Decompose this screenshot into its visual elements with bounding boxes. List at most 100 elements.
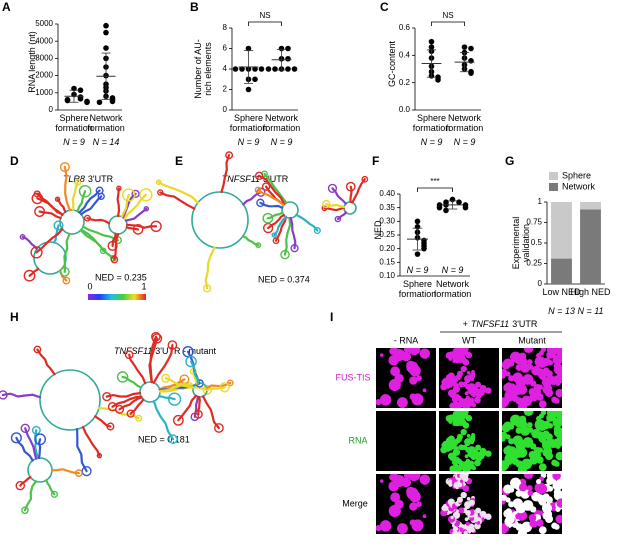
rna-stem	[71, 181, 79, 212]
rna-stem	[37, 438, 42, 460]
droplet	[458, 531, 462, 534]
prefix: +	[463, 319, 468, 329]
n-label: N = 11	[577, 306, 604, 316]
rna-hairpin	[116, 371, 129, 383]
data-point	[77, 96, 84, 102]
rna-stem	[36, 348, 56, 376]
data-point	[265, 66, 272, 72]
significance-bracket	[431, 21, 465, 26]
rna-stem	[220, 154, 231, 194]
rna-stem	[120, 193, 130, 218]
droplet	[459, 523, 464, 528]
category-label: Sphere formation	[55, 113, 93, 133]
y-tick-label: 2000	[35, 71, 53, 80]
droplets	[440, 474, 492, 534]
rna-stem	[152, 400, 175, 441]
droplet	[448, 483, 453, 487]
panel-letter: E	[175, 154, 184, 168]
droplet	[411, 519, 424, 532]
droplet	[422, 514, 427, 519]
category-label: Network formation	[433, 279, 472, 299]
droplet	[464, 454, 469, 459]
droplet	[536, 357, 548, 368]
ned-label: NED = 0.374	[258, 274, 310, 284]
droplet	[456, 370, 463, 377]
droplet	[419, 474, 431, 485]
rna-hairpin	[321, 205, 328, 212]
legend-label: Network	[562, 181, 596, 191]
droplet	[394, 348, 398, 351]
rna-hairpin	[327, 183, 338, 193]
rna-hairpin	[271, 232, 277, 238]
droplets	[376, 348, 431, 408]
droplet	[527, 364, 534, 370]
rna-hairpin	[161, 373, 171, 383]
droplet	[422, 388, 427, 393]
rna-hairpin	[102, 392, 112, 402]
rna-hairpin	[261, 182, 271, 191]
y-tick-label: 6	[223, 44, 228, 53]
rna-hairpin	[272, 237, 280, 245]
droplet	[468, 523, 475, 530]
droplet	[515, 439, 527, 451]
data-point	[414, 218, 421, 225]
panel-letter: G	[505, 154, 515, 168]
droplet	[397, 523, 408, 534]
droplet	[555, 491, 562, 501]
droplet	[553, 397, 560, 404]
droplet	[526, 422, 533, 428]
data-point	[103, 22, 109, 29]
data-point	[291, 66, 298, 72]
droplet	[388, 378, 401, 392]
rna-hairpin	[33, 190, 41, 198]
significance-label: NS	[259, 11, 270, 20]
rna-hairpin	[334, 215, 342, 223]
bar-segment	[580, 202, 601, 210]
y-tick-label: 0	[49, 105, 54, 114]
data-point	[468, 58, 474, 64]
droplet	[552, 348, 561, 355]
rna-hairpin	[214, 423, 224, 433]
droplet	[538, 463, 547, 471]
region: 3'UTR - mutant	[155, 346, 216, 356]
rna-stem	[205, 381, 232, 390]
y-tick-label: 0.75	[526, 218, 542, 227]
data-point	[436, 204, 443, 211]
droplet	[552, 417, 562, 428]
droplet	[515, 490, 523, 497]
rna-hairpin	[96, 452, 103, 459]
rna-hairpin	[254, 171, 264, 181]
data-point	[421, 245, 427, 252]
category-label: Network formation	[262, 113, 301, 133]
droplet	[447, 498, 455, 506]
rna-stem	[128, 353, 147, 385]
droplet	[541, 503, 553, 514]
rna-hairpin	[21, 506, 29, 515]
y-tick-label: 8	[223, 23, 228, 32]
rna-stem	[241, 235, 260, 247]
rna-stem	[125, 226, 140, 231]
rna-stem	[157, 181, 200, 204]
droplet	[515, 364, 523, 371]
rna-stem	[116, 187, 121, 218]
droplet	[464, 377, 471, 384]
rna-hairpin	[107, 240, 118, 251]
n-label: N = 9	[441, 265, 464, 275]
rna-hairpin	[172, 414, 184, 426]
y-tick-label: 0.35	[379, 203, 395, 212]
data-point	[103, 45, 109, 51]
data-point	[462, 204, 469, 211]
rna-stem	[274, 215, 288, 242]
y-axis-label: GC-content	[387, 40, 397, 88]
droplet	[508, 424, 515, 430]
panel-letter: F	[372, 154, 380, 168]
data-point	[414, 251, 421, 257]
droplet	[520, 363, 531, 373]
droplet	[452, 401, 458, 406]
rna-stem	[111, 395, 143, 408]
droplet	[475, 381, 482, 388]
droplet	[448, 357, 453, 361]
droplet	[388, 504, 401, 518]
data-point	[96, 99, 103, 106]
